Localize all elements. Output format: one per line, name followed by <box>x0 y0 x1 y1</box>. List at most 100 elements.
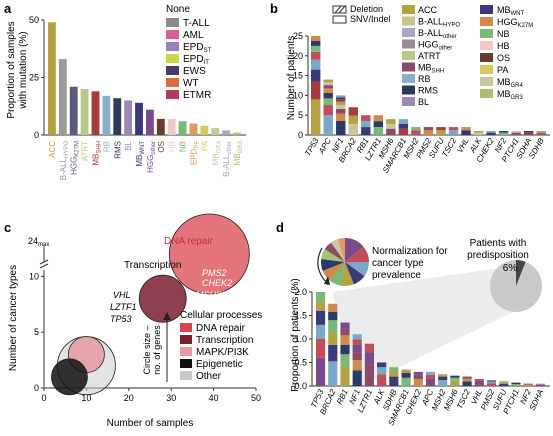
panel-a-ytick-label: 0 <box>34 130 39 140</box>
panel-a-xtick-label-main: ATRT <box>81 141 90 161</box>
panel-b-bar-segment <box>324 98 333 105</box>
panel-d-bar-segment <box>340 367 349 386</box>
panel-b-bar-segment <box>311 52 320 60</box>
panel-d-bar-segment <box>536 385 545 386</box>
panel-d-bar-segment <box>438 374 447 376</box>
panel-b-ytick-label: 0 <box>298 130 303 140</box>
panel-a-xtick-label-main: MB <box>233 153 242 165</box>
panel-a-legend-label: T-ALL <box>183 18 210 29</box>
panel-a-bar <box>146 110 154 135</box>
panel-d-bar-segment <box>340 354 349 367</box>
panel-a-xtick-label-sub: GR4 <box>216 140 222 153</box>
panel-c-legend-label: Other <box>196 371 222 382</box>
panel-a-bar <box>179 121 187 135</box>
panel-a-bar <box>168 119 176 135</box>
panel-b-legend-label-sub: GR3 <box>511 95 524 101</box>
panel-a-xtick-label-main: RB <box>102 141 111 152</box>
panel-b-bar-segment <box>374 121 383 127</box>
panel-b-legend-swatch <box>402 40 415 49</box>
panel-b-bar-segment <box>336 97 345 99</box>
panel-d-bar-segment <box>365 344 374 352</box>
panel-a-xtick-label-main: MB <box>135 155 144 167</box>
panel-d-bar-segment <box>426 379 435 386</box>
panel-b-legend-label: MBGR3 <box>497 89 524 101</box>
panel-a-legend-swatch <box>166 66 179 75</box>
panel-b-legend-label: NB <box>497 29 510 39</box>
panel-d-bar-segment <box>463 378 472 381</box>
panel-a-xtick-label: MBWNT <box>135 141 146 167</box>
panel-b-legend-label-main: ATRT <box>418 51 441 61</box>
panel-c-legend-label: Epigenetic <box>196 359 243 370</box>
panel-c-ytick-label: 0 <box>34 383 39 393</box>
panel-c-size-label-1: Circle size – <box>142 325 152 374</box>
panel-a-xtick-label-main: MB <box>91 154 100 166</box>
panel-d-bar-segment <box>365 352 374 365</box>
panel-d-bar-segment <box>328 320 337 332</box>
panel-c: Number of cancer types Number of samples… <box>8 214 262 429</box>
panel-b-legend-label-main: B-ALL <box>418 28 443 38</box>
panel-b-legend-swatch <box>480 89 493 98</box>
panel-c-xtick-label: 0 <box>41 393 46 403</box>
panel-b-bar-segment <box>311 36 320 41</box>
panel-c-legend-label: Transcription <box>196 335 253 346</box>
panel-b-legend-swatch <box>480 65 493 74</box>
panel-b-legend-label-main: B-ALL <box>418 17 443 27</box>
panel-b-bar-segment <box>436 127 445 130</box>
panel-b-legend-label-main: HGG <box>418 40 439 50</box>
panel-d-bar-segment <box>328 333 337 345</box>
panel-d-bar-segment <box>340 345 349 355</box>
panel-b-legend-label-sub: other <box>443 34 457 40</box>
panel-b-legend-label: BL <box>418 97 429 107</box>
panel-a-legend-label: EPDIT <box>183 54 209 66</box>
panel-b-bar-segment <box>461 127 470 130</box>
panel-c-dna-gene: TP53 <box>222 290 244 300</box>
panel-c-axis-break <box>40 264 48 268</box>
panel-d-bar-segment <box>353 339 362 344</box>
panel-a-legend-swatch <box>166 90 179 99</box>
panel-b-legend-swatch <box>480 17 493 26</box>
panel-d-ytick-label: 1.0 <box>294 334 307 344</box>
panel-c-size-label-2: no. of genes <box>152 325 162 375</box>
panel-a-bar <box>135 103 143 135</box>
panel-b-bar-segment <box>361 115 370 121</box>
panel-b-legend-label: HB <box>497 41 510 51</box>
panel-a-bar <box>59 59 67 135</box>
panel-a-bar <box>200 126 208 135</box>
panel-a-legend-swatch <box>166 78 179 87</box>
panel-a-xtick-label: HGGK27M <box>70 141 81 175</box>
panel-b-bar-segment <box>424 130 433 135</box>
panel-b-legend-label: ATRT <box>418 51 441 61</box>
panel-a-xtick-label-main: RMS <box>113 141 122 159</box>
panel-d-bar-segment <box>524 385 533 386</box>
panel-d-bar-segment <box>499 382 508 383</box>
panel-d-bar-segment <box>316 301 325 310</box>
panel-b-legend-label: OS <box>497 53 510 63</box>
panel-b-ytick-label: 10 <box>293 90 303 100</box>
panel-b-legend-label: SNV/Indel <box>350 14 391 24</box>
panel-a-xtick-label: MBGR4 <box>211 140 222 165</box>
panel-b-bar-segment <box>499 131 508 133</box>
panel-d-xtick-label: RB1 <box>335 388 350 406</box>
panel-b-bar-segment <box>374 115 383 121</box>
panel-a-bar <box>92 91 100 135</box>
panel-d-letter: d <box>276 220 284 235</box>
panel-a-xtick-label-sub: GR3 <box>238 140 244 153</box>
panel-a-xtick-label-main: BL <box>124 140 133 150</box>
panel-a-bar <box>222 130 230 135</box>
panel-a-xtick-label-sub: WNT <box>140 141 146 155</box>
panel-b-legend-swatch <box>480 77 493 86</box>
panel-d-norm-label-1: Normalization for <box>372 246 448 257</box>
panel-b-bar-segment <box>336 109 345 114</box>
panel-d-bar-segment <box>475 380 484 382</box>
panel-d-bar-segment <box>340 335 349 345</box>
panel-c-ytick-label: 5 <box>34 327 39 337</box>
panel-d-bar-segment <box>353 370 362 386</box>
panel-b-legend-label-main: MB <box>497 89 511 99</box>
panel-a-bar <box>48 22 56 135</box>
panel-d-norm-label-2: cancer type <box>372 258 424 269</box>
panel-a-legend-title: None <box>166 4 190 15</box>
panel-b-legend-swatch <box>480 29 493 38</box>
panel-a-bar <box>190 124 198 136</box>
